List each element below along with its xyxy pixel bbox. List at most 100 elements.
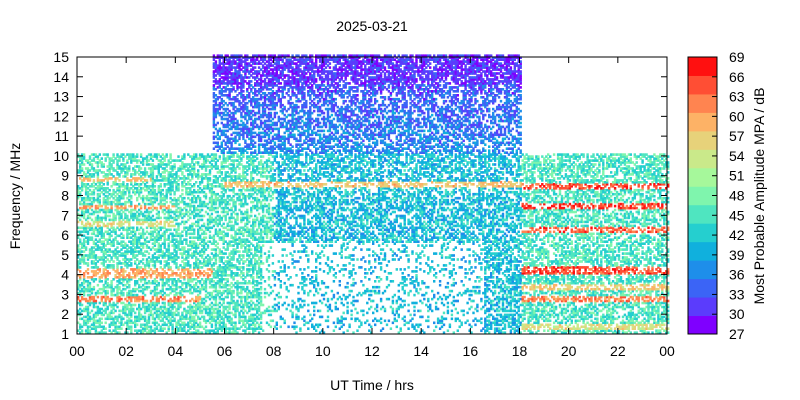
- heatmap-cell: [163, 256, 166, 259]
- heatmap-cell: [169, 323, 172, 327]
- heatmap-cell: [167, 206, 170, 210]
- heatmap-cell: [149, 276, 153, 279]
- heatmap-cell: [118, 327, 121, 330]
- heatmap-cell: [167, 280, 170, 283]
- heatmap-cell: [159, 276, 162, 279]
- heatmap-cell: [77, 254, 80, 257]
- heatmap-cell: [88, 254, 92, 257]
- heatmap-cell: [181, 157, 184, 160]
- heatmap-cell: [86, 272, 90, 275]
- heatmap-cell: [183, 327, 186, 330]
- heatmap-cell: [165, 287, 168, 291]
- heatmap-cell: [116, 256, 119, 259]
- heatmap-cell: [181, 208, 184, 212]
- heatmap-cell: [116, 204, 119, 208]
- heatmap-cell: [106, 283, 109, 287]
- heatmap-cell: [102, 295, 105, 299]
- heatmap-cell: [110, 266, 113, 269]
- heatmap-cell: [159, 161, 162, 164]
- heatmap-cell: [138, 295, 141, 299]
- heatmap-cell: [96, 295, 100, 299]
- heatmap-cell: [134, 183, 137, 186]
- heatmap-cell: [138, 169, 141, 172]
- heatmap-cell: [181, 165, 184, 168]
- heatmap-cell: [181, 268, 184, 271]
- heatmap-cell: [94, 242, 98, 245]
- heatmap-cell: [155, 321, 159, 325]
- heatmap-cell: [171, 216, 174, 220]
- heatmap-cell: [106, 278, 109, 281]
- heatmap-cell: [169, 274, 172, 277]
- heatmap-cell: [177, 185, 180, 188]
- heatmap-cell: [106, 153, 109, 156]
- heatmap-cell: [94, 216, 98, 220]
- heatmap-cell: [173, 181, 176, 184]
- heatmap-cell: [151, 280, 155, 283]
- heatmap-cell: [80, 260, 84, 263]
- heatmap-cell: [108, 242, 111, 245]
- heatmap-cell: [79, 167, 82, 170]
- heatmap-cell: [92, 305, 96, 309]
- heatmap-cell: [139, 188, 143, 192]
- heatmap-cell: [92, 274, 96, 277]
- heatmap-cell: [132, 256, 135, 259]
- heatmap-cell: [116, 163, 119, 166]
- heatmap-cell: [171, 165, 174, 168]
- heatmap-cell: [138, 194, 141, 198]
- heatmap-cell: [149, 260, 153, 263]
- heatmap-cell: [80, 153, 84, 156]
- heatmap-cell: [96, 313, 100, 317]
- heatmap-cell: [88, 202, 92, 206]
- heatmap-cell: [179, 289, 182, 293]
- heatmap-cell: [181, 246, 184, 249]
- heatmap-cell: [122, 222, 125, 226]
- heatmap-cell: [175, 301, 178, 305]
- heatmap-cell: [120, 212, 123, 216]
- heatmap-cell: [147, 285, 151, 289]
- heatmap-cell: [108, 232, 111, 236]
- heatmap-cell: [147, 190, 151, 194]
- heatmap-cell: [86, 313, 90, 317]
- heatmap-cell: [151, 281, 155, 285]
- heatmap-cell: [169, 173, 172, 176]
- heatmap-cell: [145, 218, 149, 222]
- heatmap-cell: [77, 266, 80, 269]
- heatmap-cell: [198, 196, 202, 200]
- heatmap-cell: [120, 323, 123, 327]
- heatmap-cell: [134, 281, 137, 285]
- heatmap-cell: [124, 250, 127, 253]
- heatmap-cell: [77, 190, 80, 194]
- heatmap-cell: [214, 153, 218, 156]
- heatmap-cell: [116, 210, 119, 214]
- heatmap-cell: [102, 246, 105, 249]
- heatmap-cell: [130, 210, 133, 214]
- heatmap-cell: [128, 240, 131, 243]
- heatmap-cell: [122, 293, 125, 297]
- heatmap-cell: [114, 285, 117, 289]
- heatmap-cell: [181, 216, 184, 220]
- heatmap-cell: [165, 264, 168, 267]
- heatmap-cell: [90, 175, 94, 178]
- heatmap-cell: [155, 236, 159, 239]
- heatmap-cell: [145, 216, 149, 220]
- heatmap-cell: [77, 309, 80, 313]
- heatmap-cell: [130, 216, 133, 220]
- heatmap-cell: [134, 311, 137, 315]
- heatmap-cell: [104, 173, 107, 176]
- heatmap-cell: [173, 224, 176, 228]
- heatmap-cell: [153, 165, 157, 168]
- heatmap-cell: [171, 323, 174, 327]
- heatmap-cell: [77, 185, 80, 188]
- heatmap-cell: [100, 218, 103, 222]
- heatmap-cell: [161, 256, 164, 259]
- heatmap-cell: [132, 250, 135, 253]
- heatmap-cell: [141, 299, 145, 303]
- heatmap-cell: [90, 276, 94, 279]
- heatmap-cell: [216, 210, 219, 214]
- heatmap-cell: [118, 188, 121, 192]
- heatmap-cell: [236, 119, 239, 123]
- heatmap-cell: [92, 188, 96, 192]
- heatmap-cell: [110, 206, 113, 210]
- heatmap-cell: [141, 196, 145, 200]
- heatmap-cell: [143, 238, 147, 241]
